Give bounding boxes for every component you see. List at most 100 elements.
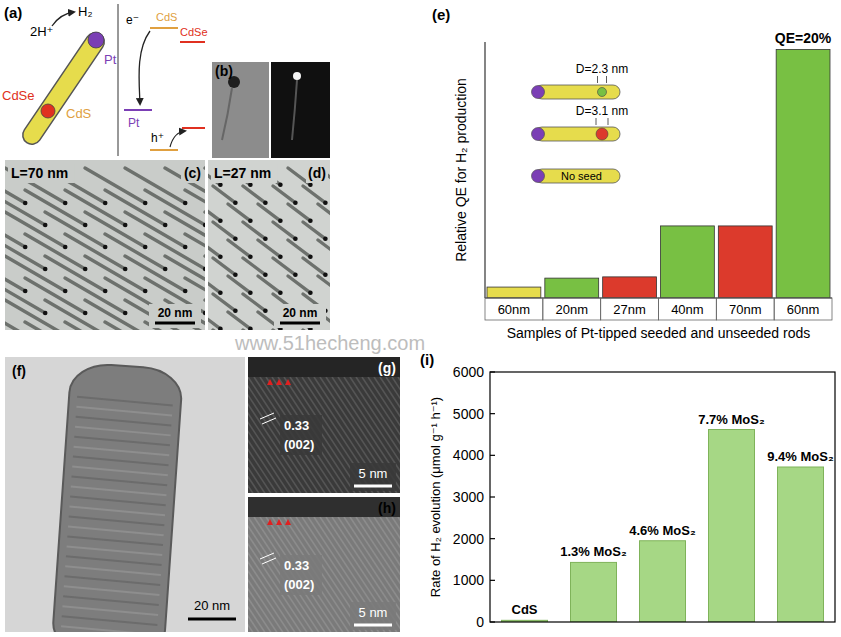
inset-label: D=2.3 nm: [576, 62, 628, 76]
pt-tip: [203, 311, 205, 316]
panel-letter: (a): [4, 4, 22, 21]
label: e⁻: [126, 13, 139, 27]
pt-tip: [233, 273, 238, 278]
nanorod: [5, 190, 45, 225]
pt-tip: [248, 327, 253, 331]
pt-tip: [123, 267, 128, 272]
inset-label: No seed: [561, 170, 602, 182]
pt-tip: [23, 245, 28, 250]
pt-tip: [263, 237, 268, 242]
rod: [32, 42, 95, 135]
tick-label: 40nm: [671, 302, 704, 317]
inset-pt: [532, 170, 545, 183]
scale-bar: [280, 322, 320, 325]
nanorod: [258, 204, 280, 221]
label: CdSe: [2, 88, 35, 103]
surface-marker: [267, 519, 273, 525]
pt-tip: [248, 183, 253, 188]
cdse-cb: [180, 41, 205, 43]
panel-letter: (c): [184, 165, 201, 181]
pt-tip: [63, 289, 68, 294]
plot-frame: [490, 372, 835, 622]
rod-texture: [69, 516, 165, 525]
divider: [118, 4, 119, 156]
tick-label: 27nm: [613, 302, 646, 317]
tick-label: 5000: [453, 406, 484, 422]
label: Pt: [104, 52, 117, 67]
tick-label: 2000: [453, 531, 484, 547]
hrtem-image: [248, 357, 400, 493]
rod-texture: [63, 596, 159, 605]
spacing-mark: [260, 413, 274, 419]
pt-tip: [203, 267, 205, 272]
hole-arrow: [170, 131, 185, 147]
bar: [545, 278, 599, 298]
pt-tip: [63, 201, 68, 206]
pt-tip: [103, 245, 108, 250]
pt-level: [124, 109, 152, 111]
dimension: [597, 76, 598, 83]
pt-tip: [323, 273, 328, 278]
nanorod: [243, 294, 265, 311]
pt-tip: [293, 273, 298, 278]
bar: [661, 226, 715, 298]
rod-texture: [65, 566, 161, 575]
nanorod: [228, 204, 250, 221]
category-label: 7.7% MoS₂: [698, 412, 765, 427]
label: 20 nm: [158, 306, 193, 320]
tick-label: 60nm: [787, 302, 820, 317]
axis-title: Samples of Pt-tipped seeded and unseeded…: [507, 325, 811, 341]
stem-feature: [293, 72, 301, 80]
tick-label: 3000: [453, 489, 484, 505]
pt-tip: [293, 237, 298, 242]
nanorod: [318, 204, 330, 221]
lattice-fringe: [332, 377, 400, 493]
pt-tip: [263, 273, 268, 278]
rod-texture: [77, 397, 173, 406]
label: H₂: [78, 4, 92, 19]
lattice-fringe: [350, 517, 400, 632]
label: 0.33: [284, 418, 309, 433]
hrtem-image: [248, 497, 400, 632]
tem-feature: [222, 88, 232, 140]
nanorod: [185, 234, 205, 269]
nanorod: [303, 258, 325, 275]
label: 20 nm: [194, 598, 230, 613]
nanorod: [213, 258, 235, 275]
tick: [490, 371, 495, 372]
label: CdS: [156, 11, 177, 23]
stem-image: [271, 62, 330, 158]
annotation: QE=20%: [775, 30, 832, 46]
pt-tip: [278, 183, 283, 188]
rod-texture: [62, 606, 158, 615]
watermark: www.51hecheng.com: [234, 332, 425, 354]
surface-marker: [285, 519, 291, 525]
nanorod: [303, 222, 325, 239]
panel-letter: (d): [308, 165, 326, 181]
nanorod: [45, 300, 105, 330]
bar: [709, 430, 755, 623]
panel-letter: (g): [378, 360, 396, 376]
label: (002): [284, 437, 314, 452]
tick: [490, 455, 495, 456]
lattice-fringe: [398, 377, 400, 493]
panel-letter: (f): [12, 363, 26, 379]
pt-tip: [43, 223, 48, 228]
tick: [490, 496, 495, 497]
tem-background: [208, 160, 330, 330]
cds-vb: [150, 149, 178, 151]
label: 2H⁺: [30, 24, 53, 39]
bar: [718, 226, 772, 298]
label-patch: [280, 415, 322, 455]
nanorod: [51, 362, 183, 632]
surface-marker: [276, 519, 282, 525]
tick-label: 70nm: [729, 302, 762, 317]
category-label: 1.3% MoS₂: [560, 544, 627, 559]
inset-rod: [535, 169, 620, 183]
surface-marker: [285, 379, 291, 385]
y-axis: [484, 42, 485, 298]
nanorod: [213, 294, 235, 311]
pt-tip: [163, 223, 168, 228]
category-box: [716, 298, 774, 320]
pt-tip: [323, 237, 328, 242]
